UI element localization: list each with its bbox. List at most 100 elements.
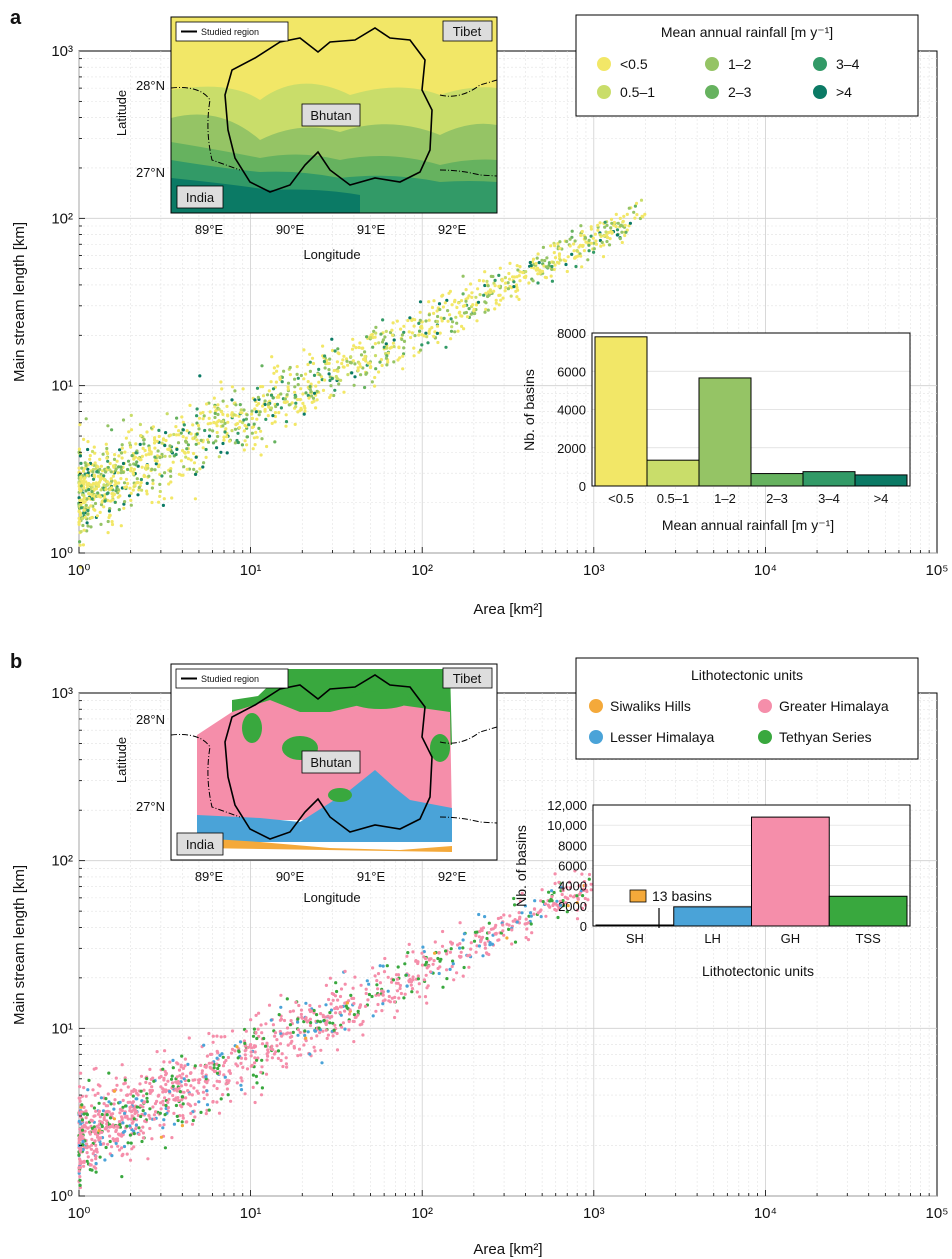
scatter-point [373, 335, 377, 339]
scatter-point [411, 975, 415, 979]
scatter-point [581, 894, 585, 898]
scatter-point [366, 361, 370, 365]
scatter-point [113, 1098, 117, 1102]
scatter-point [158, 489, 162, 494]
scatter-point [121, 1130, 126, 1134]
scatter-point [295, 372, 299, 376]
scatter-point [140, 1139, 144, 1144]
scatter-point [82, 496, 86, 500]
scatter-point [80, 1094, 84, 1098]
scatter-point [163, 443, 167, 448]
scatter-point [188, 1071, 193, 1075]
scatter-point [566, 255, 570, 259]
scatter-point [340, 1025, 344, 1029]
scatter-point [217, 1063, 221, 1068]
hist-y-tick-label: 4000 [557, 403, 586, 418]
scatter-point [148, 1126, 152, 1131]
scatter-point [78, 1175, 82, 1179]
scatter-point [182, 1077, 186, 1081]
scatter-point [638, 216, 643, 221]
scatter-point [532, 907, 537, 911]
scatter-point [251, 447, 255, 451]
scatter-point [181, 1066, 186, 1070]
scatter-point [505, 922, 509, 926]
scatter-point [178, 1090, 182, 1094]
scatter-point [257, 413, 261, 417]
scatter-point [129, 1117, 133, 1121]
scatter-point [99, 495, 103, 499]
scatter-point [78, 1099, 82, 1103]
scatter-point [269, 380, 273, 384]
scatter-point [365, 979, 369, 983]
scatter-point [432, 959, 436, 963]
scatter-point [221, 1064, 226, 1068]
scatter-point [253, 1100, 257, 1105]
scatter-point [84, 1121, 89, 1125]
scatter-point [148, 1067, 152, 1071]
scatter-point [125, 1114, 129, 1118]
scatter-point [223, 1075, 227, 1079]
scatter-point [164, 431, 168, 435]
legend-label: Siwaliks Hills [610, 698, 691, 714]
scatter-point [159, 1101, 163, 1105]
scatter-point [189, 432, 193, 436]
scatter-point [376, 1002, 380, 1007]
scatter-point [137, 485, 141, 490]
scatter-point [160, 441, 164, 445]
scatter-point [207, 1031, 211, 1036]
scatter-point [172, 1098, 176, 1102]
scatter-point [558, 240, 562, 244]
scatter-point [94, 1170, 98, 1174]
scatter-point [365, 335, 369, 339]
scatter-point [202, 1043, 206, 1047]
scatter-point [145, 1092, 149, 1096]
scatter-point [461, 946, 465, 950]
scatter-point [259, 1093, 264, 1097]
scatter-point [623, 233, 627, 238]
scatter-point [310, 400, 314, 404]
scatter-point [148, 1081, 152, 1086]
scatter-point [243, 1053, 247, 1057]
scatter-point [323, 378, 327, 382]
scatter-point [175, 433, 179, 437]
scatter-point [395, 977, 399, 981]
scatter-point [302, 1043, 306, 1047]
scatter-point [137, 488, 141, 492]
scatter-point [384, 329, 388, 333]
scatter-point [83, 1129, 87, 1133]
scatter-point [327, 372, 331, 376]
scatter-point [212, 1066, 216, 1070]
scatter-point [205, 1089, 209, 1093]
scatter-point [81, 543, 85, 547]
scatter-point [411, 950, 415, 954]
scatter-point [403, 992, 407, 996]
scatter-point [257, 1034, 261, 1039]
scatter-point [536, 252, 540, 256]
scatter-point [330, 348, 335, 353]
scatter-point [446, 309, 450, 313]
scatter-point [425, 335, 429, 339]
scatter-point [312, 373, 317, 377]
scatter-point [422, 978, 426, 982]
scatter-point [255, 1036, 259, 1041]
scatter-point [508, 261, 512, 265]
scatter-point [136, 1093, 140, 1097]
scatter-point [450, 303, 454, 307]
scatter-point [78, 519, 82, 523]
scatter-point [525, 927, 529, 931]
scatter-point [281, 1064, 285, 1069]
scatter-point [279, 1005, 283, 1009]
scatter-point [435, 309, 439, 313]
scatter-point [352, 383, 356, 387]
scatter-point [265, 1058, 269, 1062]
scatter-point [485, 279, 489, 283]
scatter-point [308, 1023, 313, 1028]
scatter-point [553, 263, 557, 267]
scatter-point [360, 346, 364, 350]
scatter-point [378, 964, 382, 968]
scatter-point [308, 1003, 312, 1008]
scatter-point [565, 239, 569, 244]
scatter-point [619, 223, 623, 227]
scatter-point [128, 1158, 133, 1162]
scatter-point [123, 485, 127, 489]
